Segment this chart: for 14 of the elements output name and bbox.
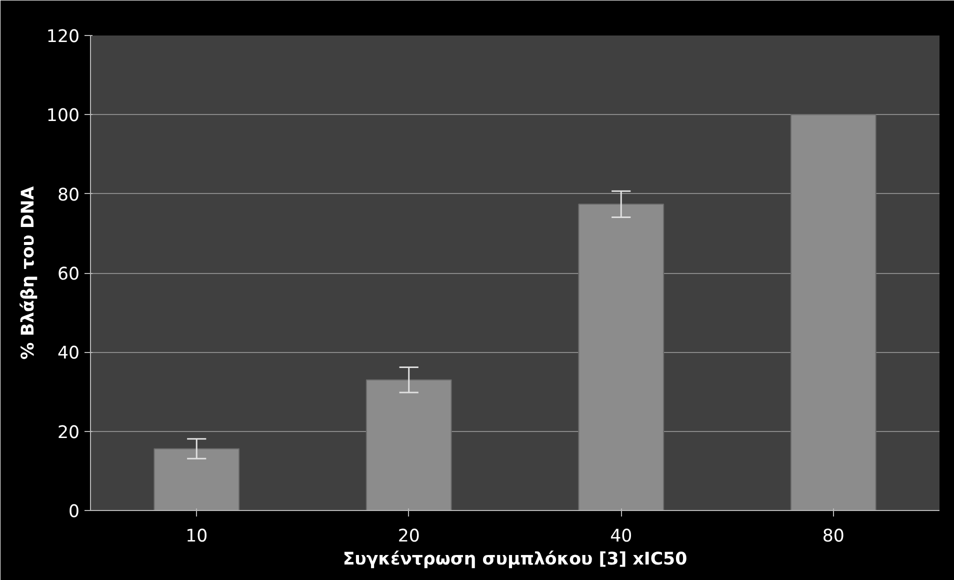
bar <box>154 448 240 510</box>
y-tick-label: 60 <box>57 264 80 284</box>
y-axis-title: % Βλάβη του DNA <box>18 186 38 360</box>
x-tick-label: 40 <box>610 526 632 546</box>
y-tick-label: 120 <box>46 27 80 47</box>
x-tick-label: 20 <box>398 526 420 546</box>
y-tick-label: 20 <box>57 422 80 443</box>
x-tick-label: 10 <box>186 526 208 546</box>
y-tick-label: 40 <box>57 344 80 364</box>
y-tick-label: 0 <box>68 502 80 522</box>
x-tick-label: 80 <box>822 526 844 546</box>
y-tick-label: 100 <box>46 106 80 126</box>
x-axis-title: Συγκέντρωση συμπλόκου [3] xIC50 <box>342 550 688 570</box>
y-tick-label: 80 <box>57 185 80 206</box>
